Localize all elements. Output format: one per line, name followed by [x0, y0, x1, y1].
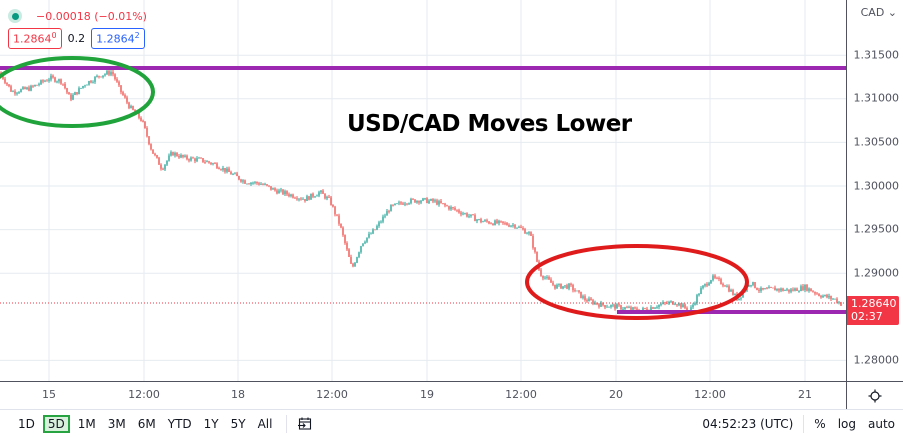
price-tick: 1.31000 — [853, 91, 900, 105]
consolidation-ellipse-top — [0, 56, 155, 128]
time-axis[interactable]: 15 12:00 18 12:00 19 12:00 20 12:00 21 — [0, 381, 846, 409]
range-5y[interactable]: 5Y — [230, 417, 246, 431]
range-ytd[interactable]: YTD — [167, 417, 192, 431]
log-scale-toggle[interactable]: log — [837, 417, 856, 431]
utc-clock[interactable]: 04:52:23 (UTC) — [702, 417, 794, 431]
chart-settings-button[interactable] — [846, 381, 903, 409]
price-chart[interactable] — [0, 0, 846, 381]
buy-button[interactable]: 1.28642 — [91, 28, 145, 49]
time-tick: 12:00 — [316, 388, 348, 401]
bar-countdown: 02:37 — [851, 310, 883, 323]
time-tick: 12:00 — [505, 388, 537, 401]
percent-scale-toggle[interactable]: % — [814, 417, 826, 431]
range-all[interactable]: All — [257, 417, 273, 431]
symbol-legend: −0.00018 (−0.01%) 1.28640 0.2 1.28642 — [8, 6, 147, 49]
price-tick: 1.31500 — [853, 48, 900, 62]
time-tick: 12:00 — [128, 388, 160, 401]
divider — [286, 415, 288, 433]
currency-selector[interactable]: CAD ⌄ — [860, 6, 897, 19]
sell-button[interactable]: 1.28640 — [8, 28, 62, 49]
price-tick: 1.29500 — [853, 222, 900, 236]
price-tick: 1.30500 — [853, 135, 900, 149]
time-tick: 19 — [420, 388, 434, 401]
gear-icon — [868, 389, 882, 402]
chart-annotation-title: USD/CAD Moves Lower — [347, 111, 632, 137]
time-tick: 18 — [231, 388, 245, 401]
auto-scale-toggle[interactable]: auto — [867, 417, 895, 431]
range-3m[interactable]: 3M — [107, 417, 126, 431]
range-6m[interactable]: 6M — [137, 417, 156, 431]
grid-lines — [0, 0, 846, 381]
go-to-date-button[interactable] — [297, 416, 313, 432]
range-5d[interactable]: 5D — [42, 415, 70, 433]
price-tick: 1.29000 — [853, 266, 900, 280]
chart-pane[interactable]: −0.00018 (−0.01%) 1.28640 0.2 1.28642 US… — [0, 0, 846, 381]
calendar-goto-icon — [298, 417, 312, 430]
price-change: −0.00018 (−0.01%) — [36, 9, 147, 23]
range-1m[interactable]: 1M — [77, 417, 96, 431]
time-tick: 15 — [42, 388, 56, 401]
range-1d[interactable]: 1D — [18, 417, 35, 431]
price-series — [0, 69, 842, 313]
divider — [803, 415, 805, 433]
time-tick: 21 — [798, 388, 812, 401]
spread-value: 0.2 — [67, 31, 86, 45]
price-tick: 1.30000 — [853, 179, 900, 193]
current-price-tag: 1.28640 02:37 — [847, 296, 899, 325]
consolidation-ellipse-bottom — [525, 244, 749, 320]
current-price: 1.28640 — [851, 297, 897, 310]
market-status-icon[interactable] — [8, 9, 22, 23]
time-tick: 12:00 — [694, 388, 726, 401]
range-1y[interactable]: 1Y — [203, 417, 219, 431]
bottom-toolbar: 1D 5D 1M 3M 6M YTD 1Y 5Y All 04:52:23 (U… — [0, 409, 903, 438]
time-tick: 20 — [609, 388, 623, 401]
price-tick: 1.28000 — [853, 353, 900, 367]
